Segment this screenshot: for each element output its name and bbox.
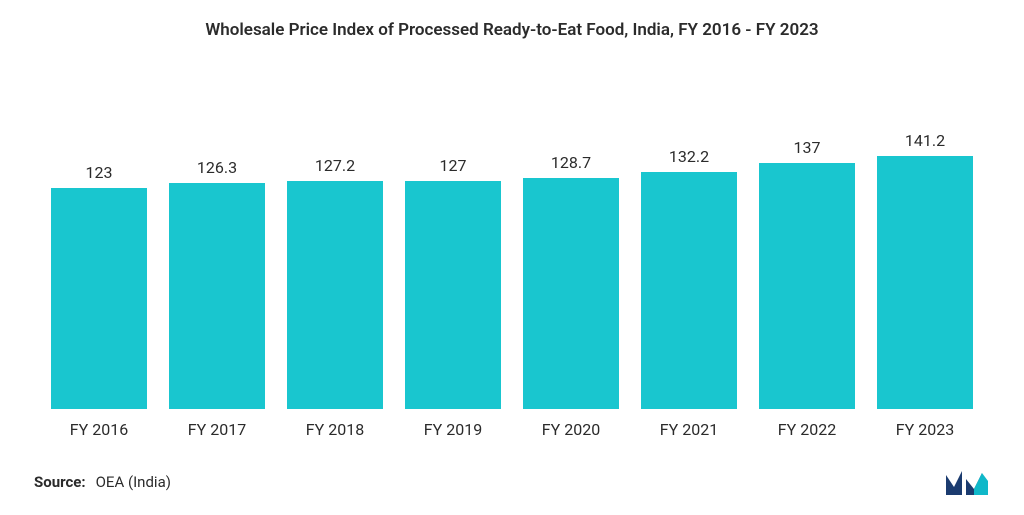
bar [877, 156, 974, 409]
x-axis-labels: FY 2016FY 2017FY 2018FY 2019FY 2020FY 20… [30, 410, 994, 439]
bar-group: 132.2 [630, 80, 748, 409]
bar-value-label: 128.7 [551, 153, 591, 172]
source-label: Source: [34, 473, 86, 491]
bar-value-label: 132.2 [669, 147, 709, 166]
x-axis-label: FY 2020 [512, 420, 630, 439]
bar [405, 181, 502, 409]
bar-group: 127.2 [276, 80, 394, 409]
bar-group: 141.2 [866, 80, 984, 409]
bar-group: 127 [394, 80, 512, 409]
x-axis-label: FY 2017 [158, 420, 276, 439]
chart-title: Wholesale Price Index of Processed Ready… [30, 20, 994, 40]
bar [287, 181, 384, 409]
bar-value-label: 127.2 [315, 156, 355, 175]
bar [169, 183, 266, 409]
plot-area: 123 126.3 127.2 127 128.7 132.2 137 141.2 [30, 80, 994, 410]
bar [523, 178, 620, 409]
bar [641, 172, 738, 409]
bar-group: 123 [40, 80, 158, 409]
x-axis-label: FY 2022 [748, 420, 866, 439]
bar-value-label: 137 [794, 138, 821, 157]
bar [759, 163, 856, 409]
x-axis-label: FY 2019 [394, 420, 512, 439]
source-value: OEA (India) [96, 473, 171, 491]
bar-value-label: 126.3 [197, 158, 237, 177]
bar [51, 188, 148, 409]
x-axis-label: FY 2016 [40, 420, 158, 439]
x-axis-label: FY 2023 [866, 420, 984, 439]
mordor-logo-icon [944, 467, 990, 497]
chart-footer: Source: OEA (India) [30, 467, 994, 497]
x-axis-label: FY 2018 [276, 420, 394, 439]
bar-group: 128.7 [512, 80, 630, 409]
x-axis-label: FY 2021 [630, 420, 748, 439]
bar-value-label: 141.2 [905, 131, 945, 150]
bar-value-label: 127 [440, 156, 467, 175]
chart-container: Wholesale Price Index of Processed Ready… [0, 0, 1024, 515]
bar-value-label: 123 [86, 163, 113, 182]
bar-group: 126.3 [158, 80, 276, 409]
source-line: Source: OEA (India) [34, 473, 171, 491]
bar-group: 137 [748, 80, 866, 409]
